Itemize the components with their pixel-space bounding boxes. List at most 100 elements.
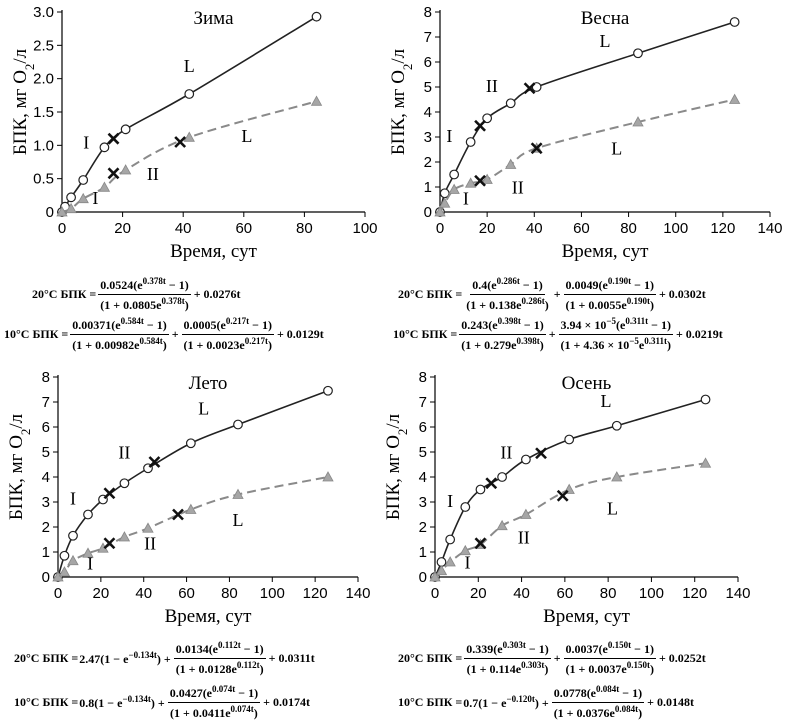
y-tick-label: 8	[419, 369, 427, 386]
formula-numerator: 0.0037(e0.150t − 1)	[563, 640, 656, 659]
y-tick-label: 5	[424, 79, 432, 96]
data-point-circle	[59, 550, 70, 561]
data-point-circle	[184, 89, 195, 99]
data-point-triangle	[699, 457, 712, 468]
series-10c-line	[439, 98, 735, 213]
cross-stroke	[523, 82, 536, 95]
y-tick-label: 0	[419, 569, 427, 586]
data-point-circle	[83, 509, 93, 520]
x-tick-label: 140	[725, 585, 750, 602]
chart-winter-svg: 0 20 40 60 80 100 0 0.5 1.0 1.5 2.0 2.5 3.0 Время, су…	[10, 4, 378, 262]
formula-tail: + 0.0311t	[268, 651, 315, 665]
formula-denominator: (1 + 0.0376e0.084t)	[553, 704, 643, 720]
cross-stroke	[556, 489, 569, 502]
formula-autumn-20: 20°C БПК = 0.339(e0.303t − 1) (1 + 0.114…	[398, 640, 707, 677]
x-tick-label: 60	[557, 585, 574, 602]
formula-denominator: (1 + 4.36 × 10−5e0.311t)	[560, 336, 671, 352]
formula-label: 20°C БПК =	[32, 287, 97, 301]
data-point-triangle	[183, 131, 195, 142]
phase-label: L	[241, 126, 252, 146]
data-point-triangle	[82, 547, 94, 558]
y-axis-title: БПК, мг O2/л	[383, 413, 410, 520]
formula-plus: +	[171, 327, 179, 341]
formula-numerator: 0.0778(e0.084t − 1)	[551, 684, 645, 703]
cross-stroke	[530, 142, 543, 155]
cross-stroke	[148, 456, 161, 468]
cross-stroke	[103, 537, 116, 550]
chart-autumn-svg: 0 20 40 60 80 100 120 140 0 1 2 3 4 5 6 7 8 Время, сут БПК…	[383, 369, 751, 627]
formula-winter-20: 20°C БПК = 0.0524(e0.378t − 1) (1 + 0.08…	[32, 276, 242, 313]
formula-fraction: 0.243(e0.398t − 1) (1 + 0.279e0.398t)	[459, 316, 546, 353]
x-tick-label: 120	[682, 585, 707, 602]
formula-numerator: 0.0005(e0.217t − 1)	[181, 316, 274, 335]
x-tick-label: 80	[296, 220, 313, 237]
data-point-triangle	[496, 519, 508, 531]
y-tick-label: 0	[46, 204, 54, 221]
series-10c-line	[57, 476, 329, 578]
data-point-triangle	[429, 571, 441, 582]
data-point-circle	[120, 124, 131, 135]
formula-tail: + 0.0252t	[658, 651, 706, 665]
y-tick-label: 7	[424, 29, 432, 46]
cross-stroke	[474, 537, 487, 550]
data-point-circle	[99, 142, 110, 153]
formula-autumn-10: 10°C БПК = 0.7(1 − e−0.120t) + 0.0778(e0…	[398, 684, 695, 721]
phase-boundary-cross	[474, 537, 487, 550]
data-point-triangle	[448, 183, 460, 194]
formula-denominator: (1 + 0.0055e0.190t)	[565, 296, 654, 312]
formula-fraction: 0.00371(e0.584t − 1) (1 + 0.00982e0.584t…	[70, 316, 169, 353]
formula-tail: + 0.0302t	[658, 287, 706, 301]
data-point-triangle	[611, 471, 623, 482]
y-tick-label: 2	[419, 519, 427, 536]
data-point-circle	[119, 478, 130, 489]
cross-stroke	[474, 174, 486, 187]
formula-fraction: 3.94 × 10−5(e0.311t − 1) (1 + 4.36 × 10−…	[558, 316, 673, 353]
formula-fraction: 0.0005(e0.217t − 1) (1 + 0.0023e0.217t)	[181, 316, 274, 353]
phase-label: II	[144, 534, 156, 554]
data-point-triangle	[232, 488, 244, 499]
y-tick-label: 6	[42, 419, 50, 436]
data-point-circle	[449, 169, 460, 180]
data-point-circle	[185, 438, 196, 449]
y-tick-label: 8	[42, 369, 50, 386]
data-point-circle	[233, 419, 243, 430]
y-tick-label: 1	[419, 544, 427, 561]
chart-winter: 0 20 40 60 80 100 0 0.5 1.0 1.5 2.0 2.5 3.0 Время, су…	[0, 0, 395, 275]
x-tick-label: 20	[114, 220, 131, 237]
x-axis-title: Время, сут	[562, 241, 650, 262]
data-point-triangle	[67, 554, 79, 566]
phase-boundary-cross	[107, 132, 120, 145]
phase-label: L	[233, 510, 244, 530]
phase-boundary-cross	[530, 142, 543, 155]
data-point-triangle	[322, 471, 334, 482]
data-point-triangle	[142, 522, 154, 533]
y-tick-label: 4	[419, 469, 427, 486]
data-point-circle	[564, 434, 575, 445]
formula-numerator: 0.0524(e0.378t − 1)	[98, 276, 191, 295]
formula-denominator: (1 + 0.0023e0.217t)	[183, 336, 272, 352]
formula-numerator: 0.4(e0.286t − 1)	[470, 276, 545, 295]
season-title: Лето	[189, 373, 228, 394]
x-axis-title: Время, сут	[543, 606, 631, 627]
data-point-circle	[445, 534, 456, 545]
cross-stroke	[107, 167, 120, 180]
y-tick-label: 3	[42, 494, 50, 511]
data-point-triangle	[459, 544, 471, 556]
formula-denominator: (1 + 0.00982e0.584t)	[72, 336, 167, 352]
y-tick-label: 4	[42, 469, 50, 486]
data-point-triangle	[439, 197, 451, 208]
x-tick-label: 100	[352, 220, 377, 237]
y-tick-label: 1.0	[33, 137, 54, 154]
data-point-triangle	[728, 93, 741, 104]
formula-denominator: (1 + 0.279e0.398t)	[461, 336, 544, 352]
data-point-triangle	[435, 564, 448, 576]
phase-label: L	[600, 391, 611, 411]
phase-label: I	[70, 489, 76, 509]
x-tick-label: 0	[58, 220, 66, 237]
formula-numerator: 0.0134(e0.112t − 1)	[173, 640, 266, 659]
y-tick-label: 2	[424, 154, 432, 171]
phase-boundary-cross	[103, 537, 116, 550]
phase-label: I	[464, 552, 470, 572]
x-tick-label: 100	[260, 585, 285, 602]
y-tick-label: 7	[419, 394, 427, 411]
